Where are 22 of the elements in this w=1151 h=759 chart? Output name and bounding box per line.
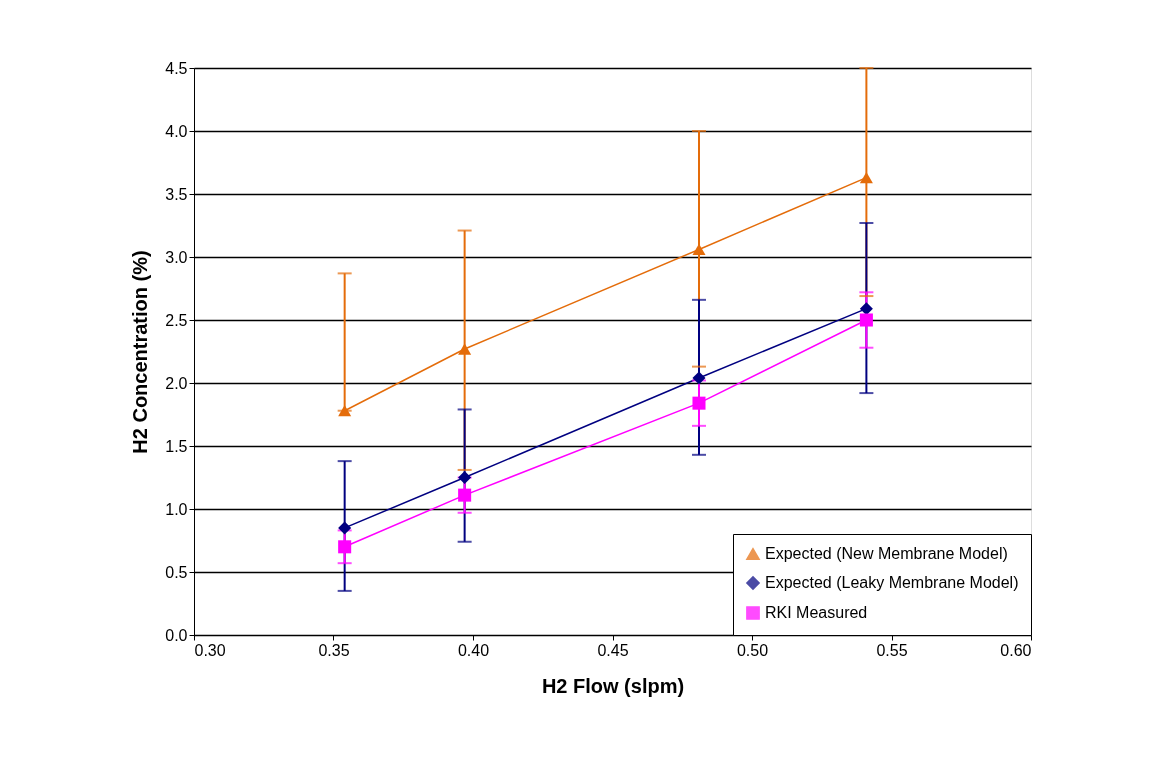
- legend-label: RKI Measured: [765, 604, 868, 621]
- y-tick-label: 2.0: [165, 374, 188, 392]
- x-tick-label: 0.55: [876, 641, 908, 659]
- y-tick-label: 3.5: [165, 185, 188, 203]
- legend-label: Expected (New Membrane Model): [765, 545, 1008, 562]
- y-tick-label: 3.0: [165, 248, 188, 266]
- y-tick-label: 1.0: [165, 500, 188, 518]
- x-tick-label: 0.50: [736, 641, 769, 659]
- y-tick-label: 4.5: [165, 59, 188, 77]
- y-tick-label: 0.5: [165, 563, 188, 581]
- x-axis-title: H2 Flow (slpm): [541, 674, 685, 697]
- y-axis-title: H2 Concentration (%): [129, 250, 152, 454]
- y-tick-label: 2.5: [165, 311, 188, 329]
- x-tick-label: 0.40: [457, 641, 490, 659]
- x-tick-label: 0.45: [597, 641, 629, 659]
- x-tick-label: 0.30: [194, 641, 226, 659]
- y-tick-label: 0.0: [165, 626, 188, 644]
- y-tick-label: 4.0: [165, 122, 188, 140]
- y-tick-label: 1.5: [165, 437, 188, 455]
- legend-label: Expected (Leaky Membrane Model): [765, 574, 1019, 591]
- x-tick-label: 0.60: [1000, 641, 1032, 659]
- x-tick-label: 0.35: [318, 641, 350, 659]
